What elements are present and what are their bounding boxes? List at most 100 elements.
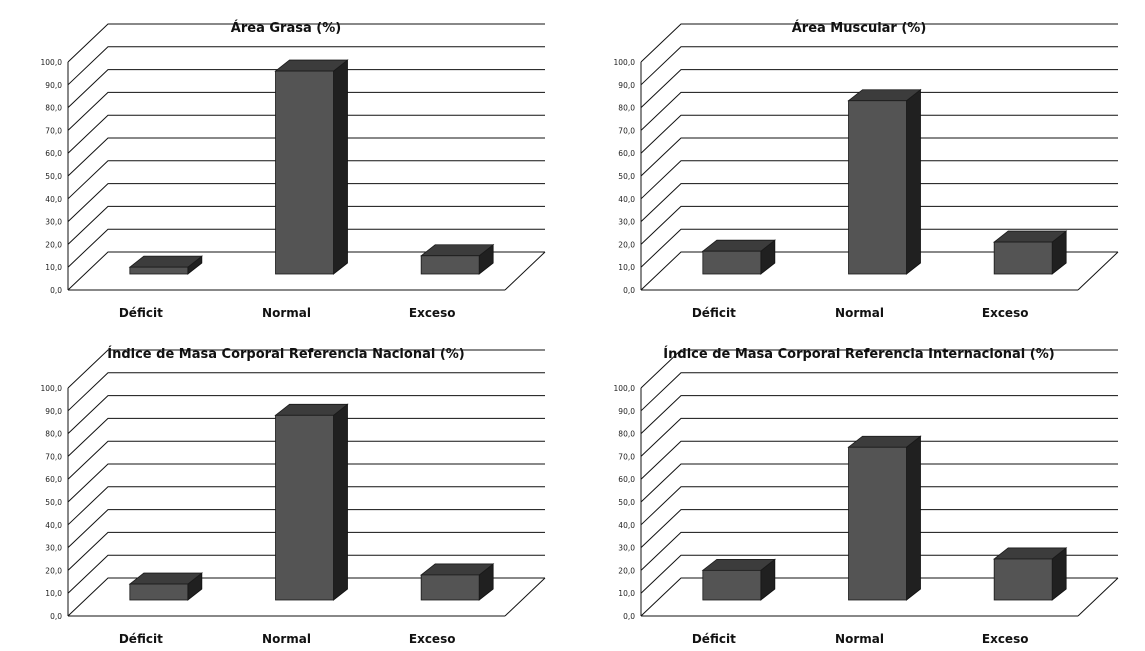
gridline: [67, 205, 545, 245]
gridline: [67, 23, 545, 63]
category-label: Déficit: [692, 306, 736, 320]
y-tick-label: 100,0: [614, 384, 636, 393]
category-label: Exceso: [982, 306, 1029, 320]
y-tick-label: 20,0: [45, 566, 62, 575]
chart-title: Área Grasa (%): [231, 20, 341, 36]
y-tick-label: 30,0: [618, 544, 635, 553]
bar: [129, 583, 189, 601]
y-tick-label: 10,0: [45, 589, 62, 598]
gridline: [67, 531, 545, 571]
y-tick-label: 80,0: [618, 104, 635, 113]
y-tick-label: 30,0: [618, 218, 635, 227]
gridline: [67, 577, 545, 617]
y-tick-label: 90,0: [618, 407, 635, 416]
y-tick-label: 60,0: [45, 475, 62, 484]
gridline: [640, 577, 1118, 617]
gridline: [640, 463, 1118, 503]
gridline: [640, 160, 1118, 200]
gridline: [67, 509, 545, 548]
category-label: Déficit: [692, 632, 736, 646]
gridline: [640, 228, 1118, 268]
gridline: [640, 183, 1118, 222]
y-tick-label: 70,0: [618, 126, 635, 135]
category-label: Normal: [835, 632, 884, 646]
y-tick-label: 60,0: [45, 149, 62, 158]
gridline: [640, 349, 1118, 389]
y-tick-label: 0,0: [623, 612, 635, 621]
bar: [848, 446, 907, 601]
gridline: [640, 137, 1118, 177]
gridline: [67, 228, 545, 268]
floor-right-edge: [1077, 577, 1119, 617]
gridline: [640, 372, 1118, 412]
bar-side: [333, 403, 348, 601]
bar-side: [333, 59, 348, 275]
y-tick-label: 80,0: [45, 430, 62, 439]
floor-right-edge: [504, 577, 546, 617]
gridline: [67, 554, 545, 594]
gridline: [640, 69, 1118, 108]
y-tick-label: 30,0: [45, 218, 62, 227]
bar: [702, 250, 762, 275]
gridline: [67, 417, 545, 457]
y-tick-label: 40,0: [618, 521, 635, 530]
gridline: [640, 91, 1118, 131]
chart-title: Índice de Masa Corporal Referencia Nacio…: [107, 346, 465, 362]
y-tick-label: 20,0: [618, 566, 635, 575]
y-tick-label: 50,0: [618, 498, 635, 507]
y-tick-label: 0,0: [50, 286, 62, 295]
chart-area-grasa: Área Grasa (%) 0,0 10,0 20,0 30,0 40,0 50,0 60,…: [41, 20, 546, 320]
gridline: [640, 251, 1118, 291]
y-tick-label: 40,0: [618, 195, 635, 204]
gridline: [640, 531, 1118, 571]
y-tick-label: 70,0: [618, 452, 635, 461]
y-tick-label: 20,0: [618, 240, 635, 249]
gridline: [640, 509, 1118, 548]
chart-imc-nacional: Índice de Masa Corporal Referencia Nacio…: [41, 346, 546, 646]
category-label: Normal: [262, 632, 311, 646]
category-label: Exceso: [982, 632, 1029, 646]
y-tick-label: 0,0: [623, 286, 635, 295]
y-tick-label: 100,0: [41, 384, 63, 393]
y-tick-label: 70,0: [45, 452, 62, 461]
y-tick-label: 0,0: [50, 612, 62, 621]
bar: [275, 70, 334, 275]
y-tick-label: 60,0: [618, 149, 635, 158]
gridline: [640, 23, 1118, 63]
bar: [993, 241, 1053, 275]
y-tick-label: 10,0: [45, 263, 62, 272]
gridline: [67, 69, 545, 108]
y-tick-label: 40,0: [45, 521, 62, 530]
category-label: Normal: [262, 306, 311, 320]
gridline: [640, 395, 1118, 434]
bar-side: [906, 88, 921, 275]
gridline: [67, 486, 545, 526]
y-tick-label: 90,0: [45, 407, 62, 416]
y-tick-label: 20,0: [45, 240, 62, 249]
gridline: [67, 440, 545, 480]
gridline: [640, 486, 1118, 526]
y-tick-label: 90,0: [618, 81, 635, 90]
bar: [993, 558, 1053, 601]
gridline: [67, 46, 545, 86]
gridline: [640, 114, 1118, 154]
category-label: Exceso: [409, 306, 456, 320]
bar: [275, 414, 334, 601]
category-label: Exceso: [409, 632, 456, 646]
gridline: [640, 417, 1118, 457]
chart-title: Índice de Masa Corporal Referencia Inter…: [663, 346, 1054, 362]
gridline: [67, 183, 545, 222]
gridline: [67, 91, 545, 131]
chart-panel-imc-internacional: Índice de Masa Corporal Referencia Inter…: [573, 326, 1145, 651]
y-tick-label: 50,0: [45, 498, 62, 507]
y-tick-label: 40,0: [45, 195, 62, 204]
gridline: [67, 114, 545, 154]
bar: [702, 569, 762, 601]
y-tick-label: 100,0: [614, 58, 636, 67]
y-tick-label: 70,0: [45, 126, 62, 135]
gridline: [67, 463, 545, 503]
y-tick-label: 100,0: [41, 58, 63, 67]
gridline: [67, 251, 545, 291]
bar: [420, 255, 480, 275]
y-tick-label: 80,0: [45, 104, 62, 113]
